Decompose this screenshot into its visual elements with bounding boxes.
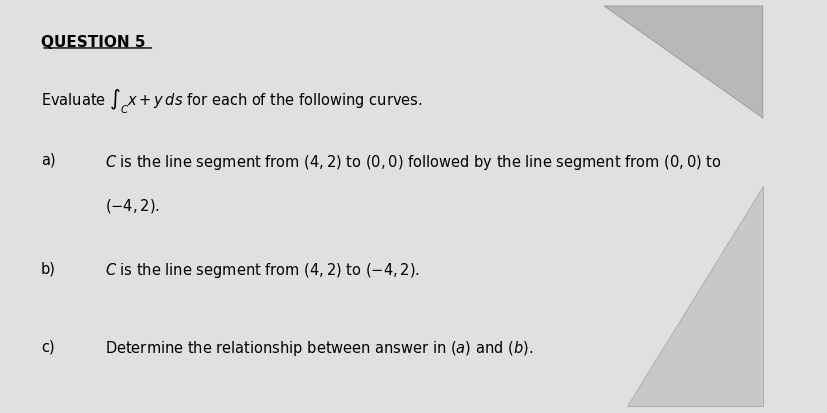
Text: b): b) (41, 260, 55, 275)
Text: Evaluate $\int_C x + y\,ds$ for each of the following curves.: Evaluate $\int_C x + y\,ds$ for each of … (41, 87, 422, 115)
Polygon shape (626, 187, 762, 406)
Text: $(-4,2)$.: $(-4,2)$. (105, 197, 160, 214)
Polygon shape (604, 7, 762, 119)
Text: $C$ is the line segment from $(4,2)$ to $(-4,2)$.: $C$ is the line segment from $(4,2)$ to … (105, 260, 420, 279)
Text: QUESTION 5: QUESTION 5 (41, 35, 146, 50)
Text: a): a) (41, 153, 55, 168)
Text: $C$ is the line segment from $(4,2)$ to $(0,0)$ followed by the line segment fro: $C$ is the line segment from $(4,2)$ to … (105, 153, 721, 171)
Text: c): c) (41, 338, 55, 353)
Text: Determine the relationship between answer in $(a)$ and $(b)$.: Determine the relationship between answe… (105, 338, 533, 357)
